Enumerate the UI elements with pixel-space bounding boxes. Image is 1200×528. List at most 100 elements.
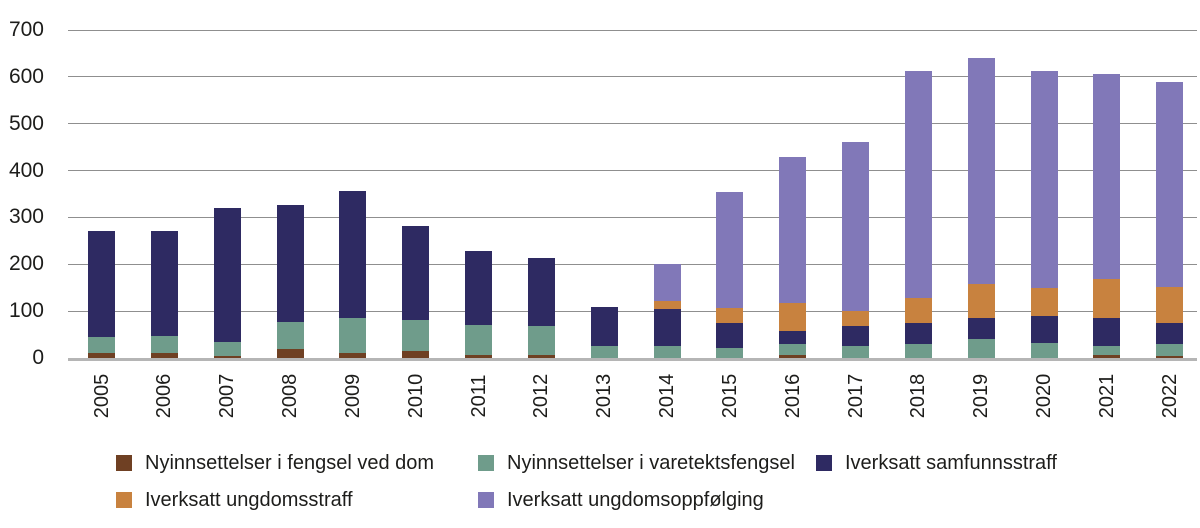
legend-swatch-varetekt <box>478 455 494 471</box>
gridline-500 <box>68 123 1197 125</box>
x-label-2013: 2013 <box>593 373 616 419</box>
x-label-2011: 2011 <box>467 374 490 418</box>
bar-2014-varetekt <box>653 346 681 358</box>
x-label-2016: 2016 <box>781 373 804 419</box>
bar-2020-ungdomsoppfolging <box>1030 70 1058 289</box>
bar-2011-varetekt <box>465 325 493 356</box>
bar-2019-samfunnsstraff <box>967 317 995 340</box>
x-label-2012: 2012 <box>530 373 553 419</box>
bar-2005-samfunnsstraff <box>88 231 115 337</box>
bar-2007-varetekt <box>213 341 241 356</box>
bar-2019-ungdomsoppfolging <box>967 58 995 284</box>
bar-2016-varetekt <box>779 343 807 356</box>
bar-2017-ungdomsoppfolging <box>842 142 870 312</box>
y-tick-600: 600 <box>8 64 44 88</box>
legend-item-ungdomsoppfolging: Iverksatt ungdomsoppfølging <box>478 490 764 510</box>
legend-swatch-fengsel-dom <box>116 455 132 471</box>
bar-2013-varetekt <box>590 346 618 358</box>
y-tick-0: 0 <box>32 346 44 369</box>
bar-2022-fengsel-dom <box>1156 355 1184 358</box>
bar-2015-ungdomsstraff <box>716 308 744 323</box>
legend-swatch-samfunnsstraff <box>816 455 832 471</box>
bar-2009-samfunnsstraff <box>339 190 367 319</box>
x-label-2006: 2006 <box>153 373 176 419</box>
x-label-2010: 2010 <box>404 373 427 419</box>
bar-2020-ungdomsstraff <box>1030 288 1058 316</box>
legend-swatch-ungdomsstraff <box>116 492 132 508</box>
x-label-2019: 2019 <box>970 373 993 419</box>
bar-2017-samfunnsstraff <box>842 325 870 346</box>
x-label-2014: 2014 <box>656 373 679 419</box>
bar-2021-ungdomsoppfolging <box>1093 74 1121 280</box>
bar-2012-samfunnsstraff <box>527 258 555 326</box>
bar-2012-fengsel-dom <box>527 355 555 358</box>
bar-2018-ungdomsstraff <box>904 298 932 323</box>
x-label-2007: 2007 <box>216 373 239 419</box>
bar-2014-samfunnsstraff <box>653 309 681 347</box>
bar-2019-varetekt <box>967 339 995 358</box>
x-label-2005: 2005 <box>90 373 113 419</box>
bar-2018-ungdomsoppfolging <box>904 71 932 298</box>
bar-2016-fengsel-dom <box>779 355 807 358</box>
x-label-2020: 2020 <box>1033 373 1056 419</box>
bar-2005-fengsel-dom <box>88 353 115 358</box>
bar-2008-fengsel-dom <box>276 348 304 358</box>
legend-label-samfunnsstraff: Iverksatt samfunnsstraff <box>845 452 1057 474</box>
x-label-2015: 2015 <box>718 373 741 419</box>
bar-2010-fengsel-dom <box>402 350 430 358</box>
x-label-2022: 2022 <box>1158 373 1181 419</box>
y-tick-500: 500 <box>8 111 44 135</box>
gridline-400 <box>68 170 1197 172</box>
legend-item-varetekt: Nyinnsettelser i varetektsfengsel <box>478 453 795 473</box>
x-label-2021: 2021 <box>1095 373 1118 419</box>
gridline-700 <box>68 29 1197 31</box>
bar-2021-ungdomsstraff <box>1093 279 1121 319</box>
bar-2010-varetekt <box>402 319 430 351</box>
bar-2015-ungdomsoppfolging <box>716 191 744 309</box>
bar-2012-varetekt <box>527 325 555 356</box>
bar-2015-samfunnsstraff <box>716 322 744 349</box>
x-label-2017: 2017 <box>844 373 867 419</box>
bar-2013-samfunnsstraff <box>590 307 618 347</box>
bar-2022-ungdomsoppfolging <box>1156 81 1184 287</box>
y-tick-200: 200 <box>8 252 44 276</box>
legend-swatch-ungdomsoppfolging <box>478 492 494 508</box>
legend-item-fengsel-dom: Nyinnsettelser i fengsel ved dom <box>116 453 434 473</box>
legend-item-samfunnsstraff: Iverksatt samfunnsstraff <box>816 453 1057 473</box>
bar-2009-fengsel-dom <box>339 353 367 358</box>
bar-2021-varetekt <box>1093 345 1121 355</box>
bar-2016-ungdomsstraff <box>779 302 807 331</box>
bar-2011-fengsel-dom <box>465 355 493 358</box>
bar-2008-samfunnsstraff <box>276 205 304 322</box>
bar-2015-varetekt <box>716 348 744 358</box>
bar-2006-fengsel-dom <box>150 353 178 358</box>
y-tick-400: 400 <box>8 158 44 182</box>
bar-2018-varetekt <box>904 343 932 358</box>
bar-2006-samfunnsstraff <box>150 231 178 336</box>
y-tick-300: 300 <box>8 205 44 229</box>
bar-2008-varetekt <box>276 321 304 349</box>
bar-2016-samfunnsstraff <box>779 330 807 344</box>
bar-2007-samfunnsstraff <box>213 208 241 342</box>
bar-2018-samfunnsstraff <box>904 322 932 344</box>
bar-2009-varetekt <box>339 318 367 354</box>
bar-2006-varetekt <box>150 335 178 354</box>
bar-2017-ungdomsstraff <box>842 311 870 326</box>
bar-2020-samfunnsstraff <box>1030 315 1058 344</box>
x-label-2009: 2009 <box>341 373 364 419</box>
gridline-0 <box>68 358 1197 361</box>
bar-2021-samfunnsstraff <box>1093 318 1121 346</box>
bar-2022-varetekt <box>1156 343 1184 356</box>
y-tick-100: 100 <box>8 299 44 323</box>
legend-label-ungdomsstraff: Iverksatt ungdomsstraff <box>145 489 353 511</box>
bar-2022-samfunnsstraff <box>1156 323 1184 344</box>
y-tick-700: 700 <box>8 18 44 41</box>
bar-2021-fengsel-dom <box>1093 354 1121 358</box>
legend-label-ungdomsoppfolging: Iverksatt ungdomsoppfølging <box>507 489 764 511</box>
bar-2007-fengsel-dom <box>213 355 241 358</box>
legend-item-ungdomsstraff: Iverksatt ungdomsstraff <box>116 490 353 510</box>
bar-2020-varetekt <box>1030 343 1058 358</box>
x-label-2018: 2018 <box>907 373 930 419</box>
bar-2005-varetekt <box>88 336 115 354</box>
legend-label-varetekt: Nyinnsettelser i varetektsfengsel <box>507 452 795 474</box>
